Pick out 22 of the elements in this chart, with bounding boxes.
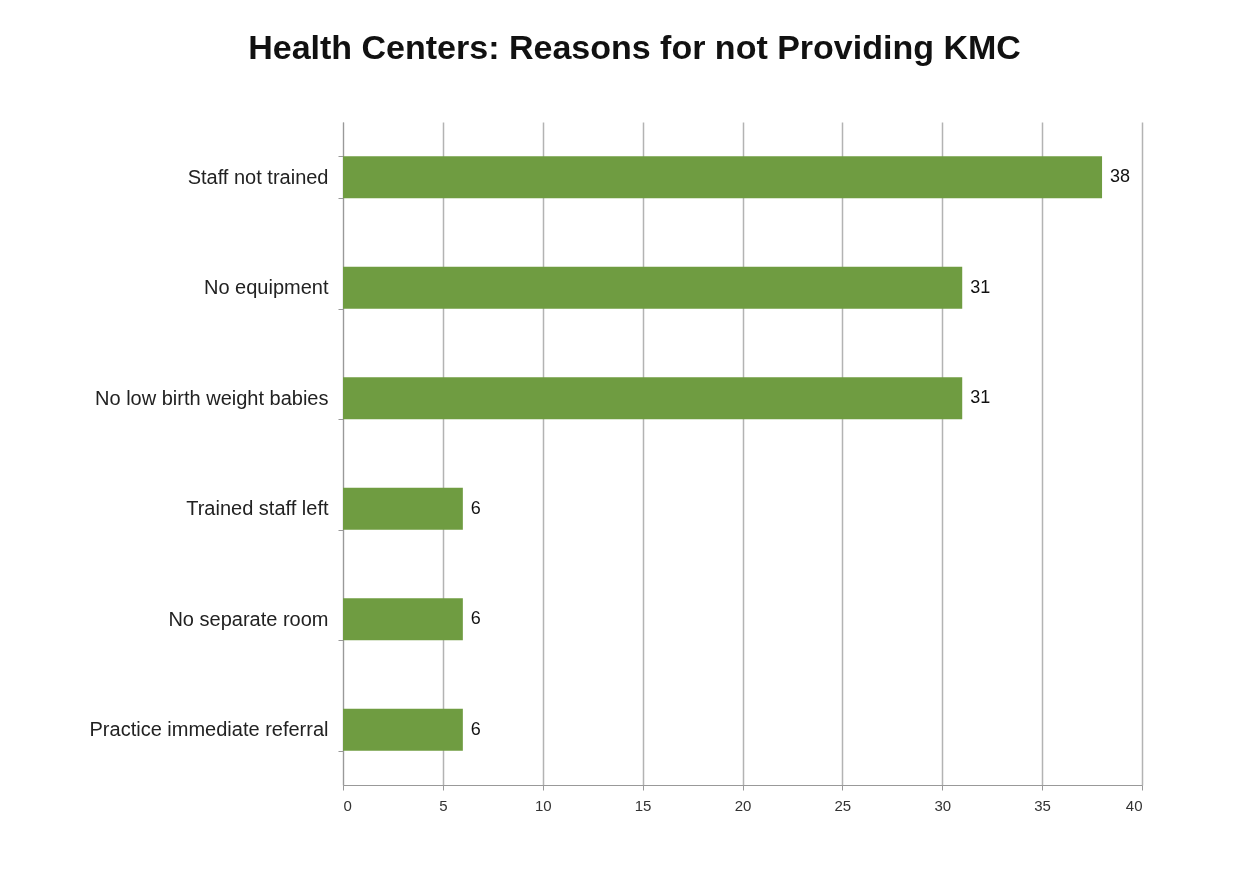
x-tick-label: 35 — [1034, 796, 1051, 814]
data-label: 38 — [1110, 166, 1131, 187]
x-tick-label: 10 — [534, 796, 552, 814]
x-tick-label: 0 — [343, 796, 352, 814]
data-label: 31 — [970, 276, 991, 297]
y-tick-label: Trained staff left — [186, 497, 329, 520]
y-tick-label: No low birth weight babies — [95, 386, 329, 409]
y-tick-label: No equipment — [203, 276, 329, 299]
y-tick-label: Staff not trained — [187, 165, 329, 188]
data-label: 6 — [470, 497, 481, 518]
y-tick-label: Practice immediate referral — [89, 718, 329, 741]
x-tick-label: 15 — [634, 796, 652, 814]
x-tick-label: 40 — [1125, 796, 1143, 814]
data-label: 31 — [970, 387, 991, 408]
x-tick-label: 20 — [734, 796, 752, 814]
data-label: 6 — [470, 608, 481, 629]
x-tick-label: 25 — [834, 796, 852, 814]
chart-title: Health Centers: Reasons for not Providing KMC — [248, 28, 1021, 66]
data-label: 6 — [470, 718, 481, 739]
y-tick-label: No separate room — [168, 607, 329, 630]
x-tick-label: 5 — [439, 796, 448, 814]
x-tick-label: 30 — [934, 796, 952, 814]
